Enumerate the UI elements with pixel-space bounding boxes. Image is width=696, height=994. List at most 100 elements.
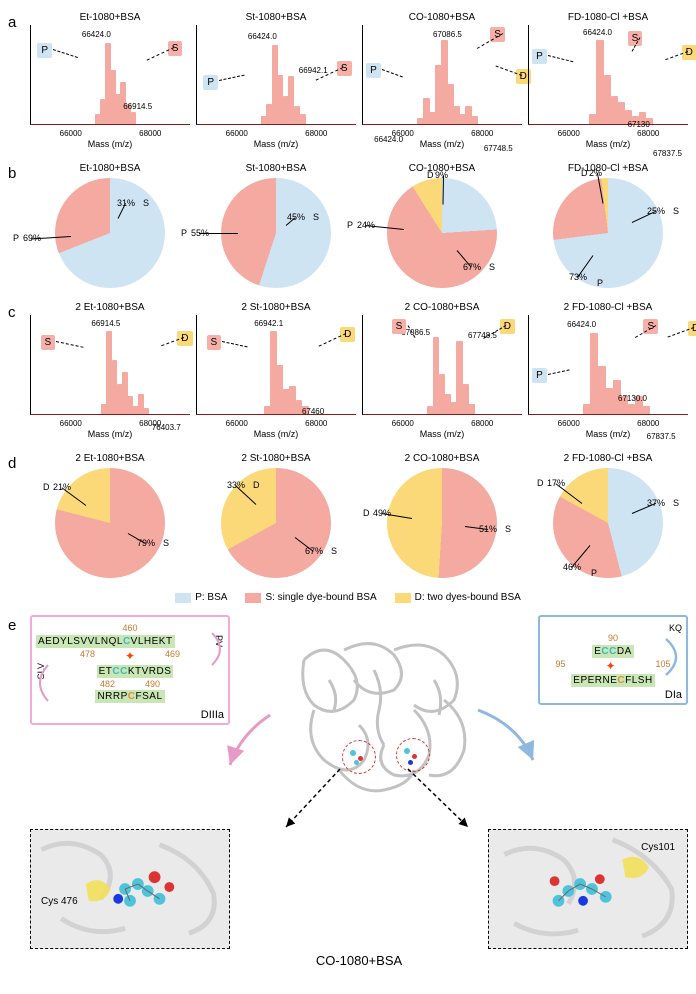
peak-label: 67130.0 [618, 394, 647, 403]
tag-P: P [532, 49, 547, 64]
pie-chart: 46%P37%S17%D [553, 468, 663, 578]
zoom-label: Cys 476 [41, 896, 78, 907]
ms-subpanel: CO-1080+BSA 66424.067086.567748.5PSD66000… [362, 12, 522, 149]
tag-P: P [532, 368, 547, 383]
row-d: d 2 Et-1080+BSA 79%S21%D 2 St-1080+BSA 67%S… [8, 453, 688, 578]
seq-box-right: KQ 90 ECCDA 95✦105 EPERNECFLSH DIa [538, 615, 688, 705]
ms-chart: 66942.167460SD6600068000 [196, 315, 356, 415]
axis-label: Mass (m/z) [88, 429, 133, 439]
seq-line: NRRPCFSAL [95, 690, 164, 703]
tag-P: P [366, 63, 381, 78]
pie-chart: 51%S49%D [387, 468, 497, 578]
pie-chart: 69%P31%S [55, 178, 165, 288]
subpanel-title: 2 CO-1080+BSA [405, 302, 480, 313]
subpanel-title: FD-1080-Cl +BSA [568, 12, 648, 23]
domain-label: DIa [665, 689, 682, 701]
row-a: a Et-1080+BSA66424.066914.5PS6600068000M… [8, 12, 688, 149]
axis-label: Mass (m/z) [420, 429, 465, 439]
ms-chart: 66424.067086.567748.5PSD6600068000 [362, 25, 522, 125]
pie-chart: 67%S33%D [221, 468, 331, 578]
tag-S: S [392, 319, 407, 334]
panel-label-e: e [8, 615, 26, 968]
seq-line: AEDYLSVVLNQLCVLHEKT [36, 635, 175, 648]
ms-subpanel: Et-1080+BSA66424.066914.5PS6600068000Mas… [30, 12, 190, 149]
row-b: b Et-1080+BSA 69%P31%S St-1080+BSA 55%P45%S… [8, 163, 688, 288]
ms-chart: 66424.067130.067837.5PSD6600068000 [528, 315, 688, 415]
peak-label: 67460 [302, 407, 324, 416]
ms-chart: 66424.066942.1PS6600068000 [196, 25, 356, 125]
zoom-box-right: Cys101 [488, 829, 688, 949]
pie-slice-label: 9% [435, 170, 448, 180]
subpanel-title: 2 St-1080+BSA [241, 453, 310, 464]
axis-label: Mass (m/z) [586, 429, 631, 439]
pie-subpanel: 2 FD-1080-Cl +BSA 46%P37%S17%D [528, 453, 688, 578]
subpanel-title: 2 CO-1080+BSA [405, 453, 480, 464]
ms-chart: 66914.576403.7SD6600068000 [30, 315, 190, 415]
subpanel-title: 2 FD-1080-Cl +BSA [564, 453, 653, 464]
subpanel-title: CO-1080+BSA [409, 12, 475, 23]
zoom-box-left: Cys 476 [30, 829, 230, 949]
seq-line: ETCCKTVRDS [97, 665, 174, 678]
ms-chart: 67086.567748.5SD6600068000 [362, 315, 522, 415]
subpanel-title: Et-1080+BSA [80, 163, 141, 174]
legend: P: BSA S: single dye-bound BSA D: two dy… [8, 592, 688, 603]
row-c: c 2 Et-1080+BSA 66914.576403.7SD660006800… [8, 302, 688, 439]
legend-D-text: D: two dyes-bound BSA [415, 592, 521, 603]
legend-P-text: P: BSA [195, 592, 227, 603]
peak-label: 66914.5 [123, 102, 152, 111]
row-e: e 460 AEDYLSVVLNQLCVLHEKT PV 478✦469 SLV… [8, 615, 688, 968]
domain-label: DIIIa [201, 709, 224, 721]
axis-label: Mass (m/z) [88, 139, 133, 149]
pie-slice-label: 2% [589, 168, 602, 178]
pie-subpanel: Et-1080+BSA 69%P31%S [30, 163, 190, 288]
legend-S: S: single dye-bound BSA [245, 592, 376, 603]
ms-subpanel: 2 FD-1080-Cl +BSA66424.067130.067837.5PS… [528, 302, 688, 439]
subpanel-title: FD-1080-Cl +BSA [568, 163, 648, 174]
peak-label: 67837.5 [653, 149, 682, 158]
zoom-label: Cys101 [641, 842, 675, 853]
peak-label: 67086.5 [433, 30, 462, 39]
subpanel-title: St-1080+BSA [246, 163, 307, 174]
ms-subpanel: 2 Et-1080+BSA 66914.576403.7SD6600068000 M… [30, 302, 190, 439]
pie-subpanel: FD-1080-Cl +BSA73%P25%S2%D [528, 163, 688, 288]
panel-e-title: CO-1080+BSA [30, 953, 688, 968]
peak-label: 66424.0 [82, 30, 111, 39]
panel-label-d: d [8, 453, 26, 578]
loop: KQ [669, 623, 682, 633]
peak-label: 66424.0 [583, 28, 612, 37]
subpanel-title: 2 FD-1080-Cl +BSA [564, 302, 653, 313]
peak-label: 67837.5 [647, 432, 676, 441]
peak-label: 66424.0 [567, 320, 596, 329]
pie-subpanel: St-1080+BSA 55%P45%S [196, 163, 356, 288]
seq-box-left: 460 AEDYLSVVLNQLCVLHEKT PV 478✦469 SLV E… [30, 615, 230, 725]
tag-S: S [41, 335, 56, 350]
ms-subpanel: 2 St-1080+BSA66942.167460SD6600068000Mas… [196, 302, 356, 439]
panel-label-c: c [8, 302, 26, 439]
panel-label-a: a [8, 12, 26, 149]
peak-label: 66914.5 [91, 319, 120, 328]
ms-chart: 66424.06713067837.5PSD6600068000 [528, 25, 688, 125]
ms-chart: 66424.066914.5PS6600068000 [30, 25, 190, 125]
ms-subpanel: 2 CO-1080+BSA 67086.567748.5SD6600068000 M… [362, 302, 522, 439]
pie-subpanel: 2 St-1080+BSA 67%S33%D [196, 453, 356, 578]
pie-subpanel: 2 Et-1080+BSA 79%S21%D [30, 453, 190, 578]
panel-label-b: b [8, 163, 26, 288]
axis-label: Mass (m/z) [586, 139, 631, 149]
pie-chart: 79%S21%D [55, 468, 165, 578]
legend-P: P: BSA [175, 592, 227, 603]
figure-root: a Et-1080+BSA66424.066914.5PS6600068000M… [0, 0, 696, 994]
pie-chart: 55%P45%S [221, 178, 331, 288]
tag-P: P [37, 43, 52, 58]
axis-label: Mass (m/z) [420, 139, 465, 149]
axis-label: Mass (m/z) [254, 139, 299, 149]
peak-label: 66424.0 [248, 32, 277, 41]
subpanel-title: Et-1080+BSA [80, 12, 141, 23]
peak-label: 67748.5 [484, 144, 513, 153]
subpanel-title: 2 Et-1080+BSA [75, 302, 144, 313]
ms-subpanel: St-1080+BSA66424.066942.1PS6600068000Mas… [196, 12, 356, 149]
legend-S-text: S: single dye-bound BSA [265, 592, 376, 603]
subpanel-title: 2 Et-1080+BSA [75, 453, 144, 464]
peak-label: 66942.1 [254, 319, 283, 328]
pie-subpanel: CO-1080+BSA24%P67%S9%D [362, 163, 522, 288]
axis-label: Mass (m/z) [254, 429, 299, 439]
